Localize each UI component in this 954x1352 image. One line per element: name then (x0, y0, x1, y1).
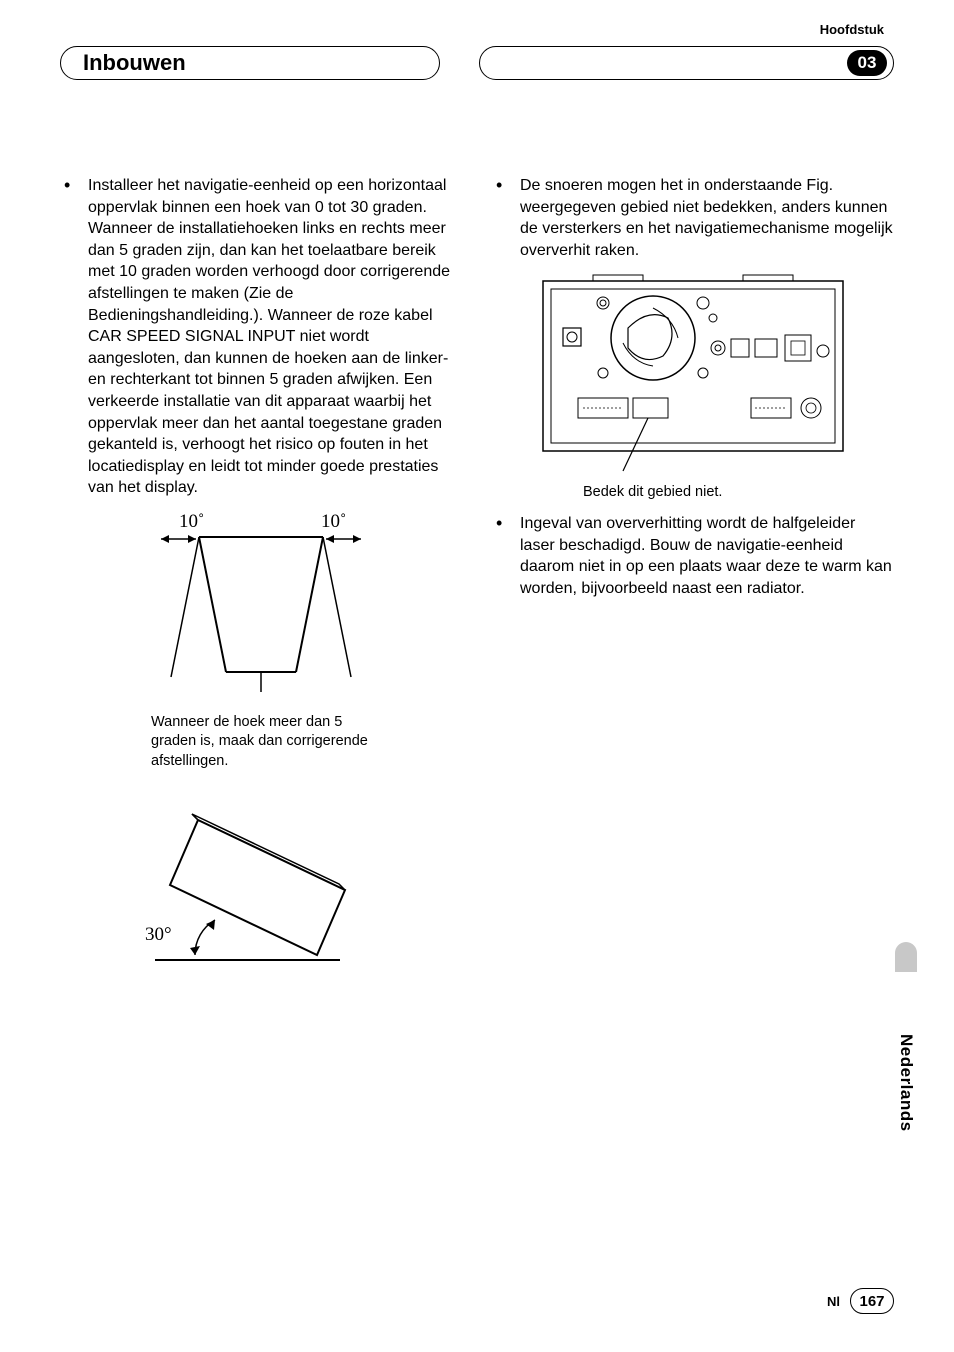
figure-2: 30° (60, 790, 462, 980)
tilt-diagram-1: 10˚ 10˚ (151, 507, 371, 707)
page-footer: Nl 167 (827, 1288, 894, 1314)
angle-30: 30° (145, 924, 172, 945)
angle-right: 10˚ (321, 511, 346, 532)
angle-left: 10˚ (179, 511, 204, 532)
language-tab-bg (895, 942, 917, 972)
figure-3-caption: Bedek dit gebied niet. (543, 483, 843, 503)
figure-3: Bedek dit gebied niet. (492, 273, 894, 503)
section-title: Inbouwen (83, 50, 186, 76)
bullet-item: • De snoeren mogen het in onderstaande F… (492, 175, 894, 261)
bullet-text: Installeer het navigatie-eenheid op een … (88, 175, 462, 499)
language-tab: Nederlands (896, 1034, 916, 1132)
figure-1-caption: Wanneer de hoek meer dan 5 graden is, ma… (151, 713, 371, 772)
unit-rear-diagram (533, 273, 853, 473)
figure-1: 10˚ 10˚ Wanneer de hoek me (60, 507, 462, 772)
left-column: • Installeer het navigatie-eenheid op ee… (60, 175, 462, 980)
page-header: Hoofdstuk Inbouwen 03 (60, 28, 894, 88)
section-title-pill: Inbouwen (60, 46, 440, 80)
right-column: • De snoeren mogen het in onderstaande F… (492, 175, 894, 980)
bullet-dot: • (492, 513, 520, 599)
bullet-dot: • (492, 175, 520, 261)
footer-lang-code: Nl (827, 1294, 840, 1309)
page-number: 167 (850, 1288, 894, 1314)
chapter-label: Hoofdstuk (820, 22, 884, 37)
bullet-text: Ingeval van oververhitting wordt de half… (520, 513, 894, 599)
tilt-diagram-2: 30° (110, 790, 350, 980)
bullet-dot: • (60, 175, 88, 499)
bullet-item: • Installeer het navigatie-eenheid op ee… (60, 175, 462, 499)
content-area: • Installeer het navigatie-eenheid op ee… (60, 175, 894, 980)
bullet-text: De snoeren mogen het in onderstaande Fig… (520, 175, 894, 261)
chapter-pill: 03 (479, 46, 894, 80)
bullet-item: • Ingeval van oververhitting wordt de ha… (492, 513, 894, 599)
chapter-badge: 03 (847, 50, 887, 76)
